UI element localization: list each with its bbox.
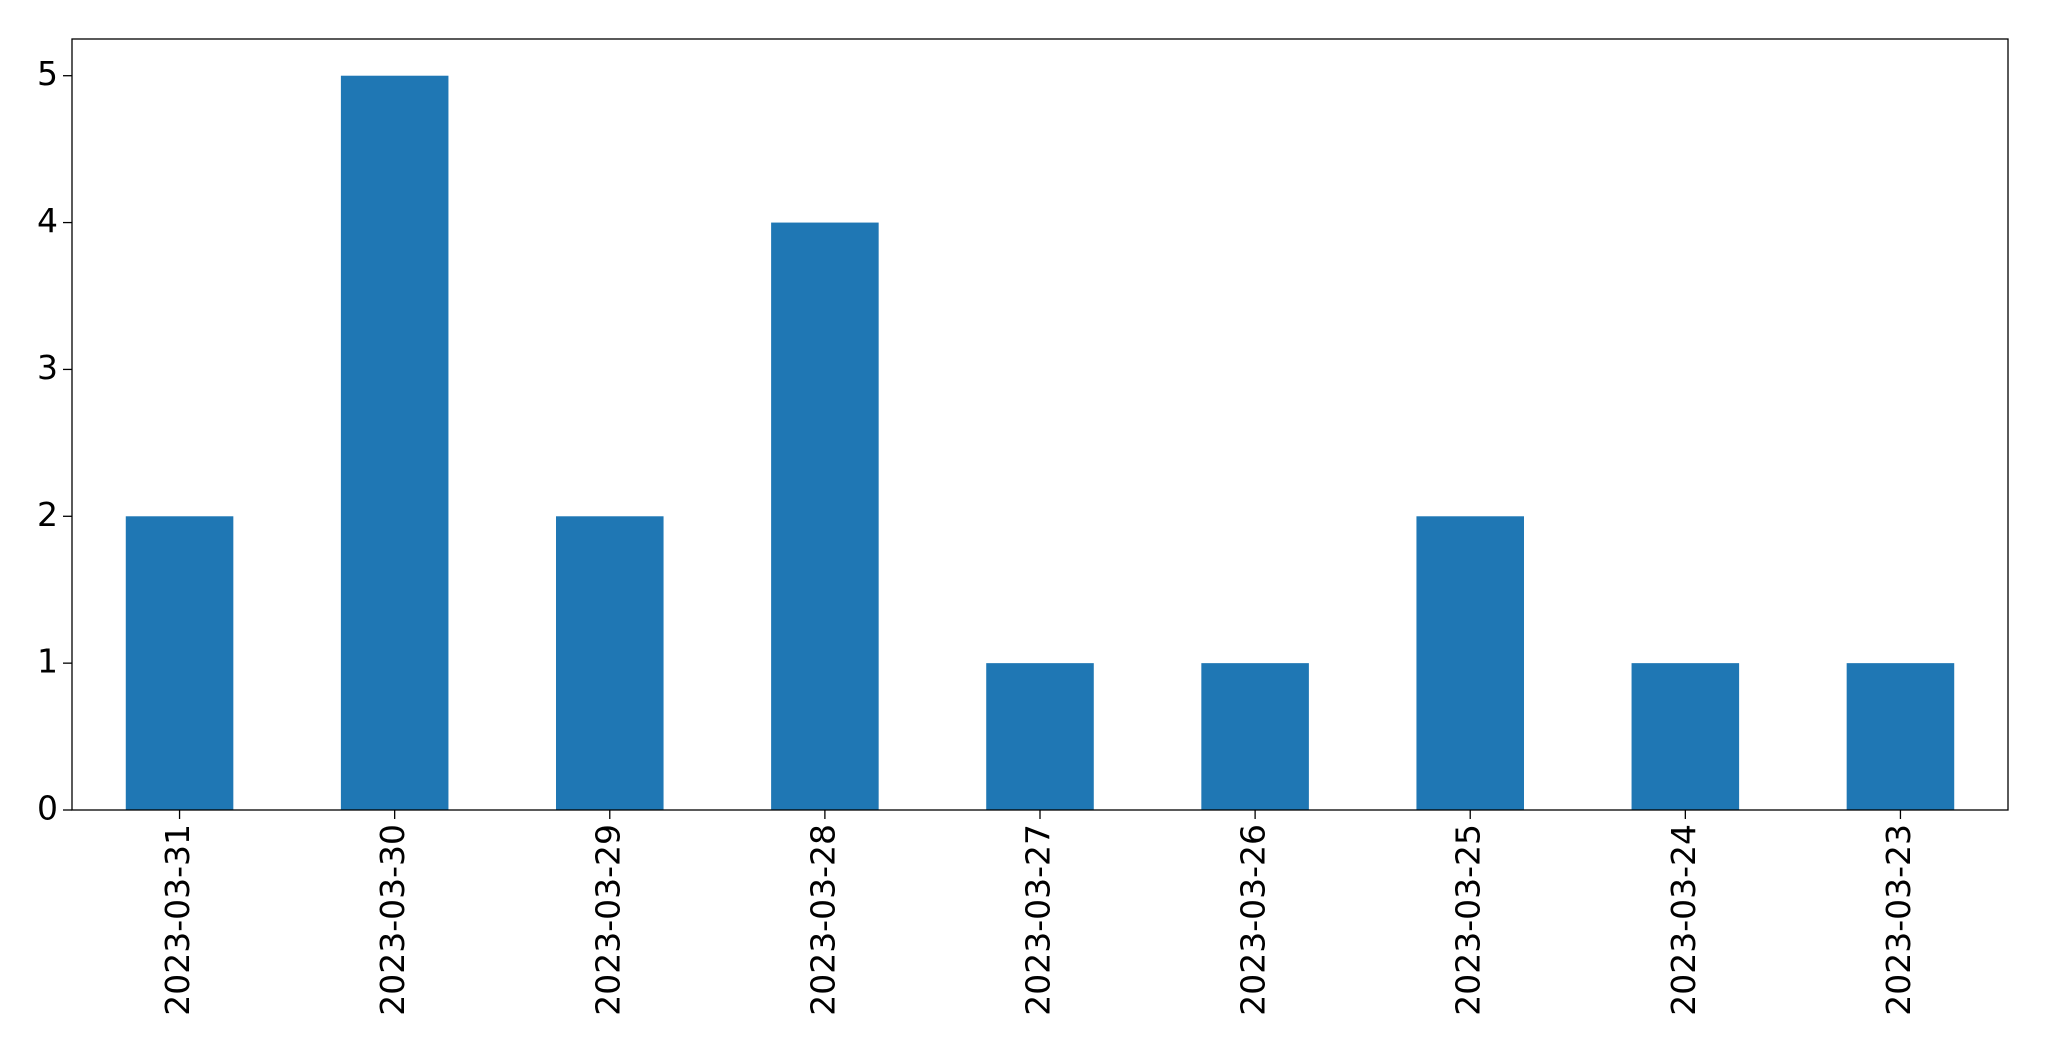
x-tick-label: 2023-03-25 (1449, 824, 1488, 1016)
y-tick-label: 2 (37, 495, 58, 534)
x-tick-label: 2023-03-24 (1664, 824, 1703, 1016)
bar (556, 516, 664, 810)
bar (771, 222, 879, 811)
bar (1201, 663, 1309, 810)
y-tick-label: 3 (37, 348, 58, 387)
x-tick-label: 2023-03-30 (373, 824, 412, 1016)
plot-frame (71, 38, 2009, 811)
bar (1416, 516, 1524, 810)
y-tick-label: 1 (37, 642, 58, 681)
y-tick-label: 0 (37, 789, 58, 828)
bar (1846, 663, 1955, 810)
bar (340, 75, 449, 810)
x-tick-label: 2023-03-28 (803, 824, 842, 1016)
x-tick-label: 2023-03-27 (1019, 824, 1058, 1016)
x-tick-label: 2023-03-26 (1234, 824, 1273, 1016)
bar (1631, 663, 1740, 810)
y-tick-label: 5 (37, 54, 58, 93)
x-tick-label: 2023-03-31 (158, 824, 197, 1016)
bar (125, 516, 234, 810)
bar (986, 663, 1094, 810)
x-tick-label: 2023-03-29 (588, 824, 627, 1016)
x-tick-label: 2023-03-23 (1879, 824, 1918, 1016)
y-tick-label: 4 (37, 201, 58, 240)
